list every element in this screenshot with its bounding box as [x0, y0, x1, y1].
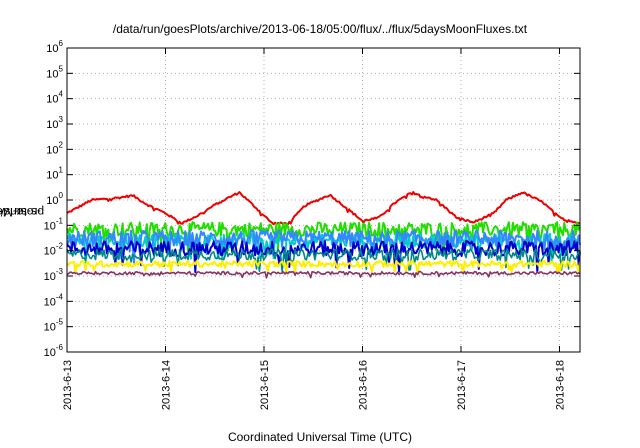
y-tick-label: 100 — [46, 191, 63, 207]
y-tick-label: 101 — [46, 166, 63, 182]
y-axis-label-unit: -s-sr-MeV — [0, 205, 41, 220]
x-tick-label: 2013-6-13 — [62, 360, 74, 410]
series-line-light_blue — [66, 229, 581, 265]
y-tick-label: 10-1 — [44, 216, 64, 232]
series-line-green — [66, 221, 581, 253]
y-tick-label: 103 — [46, 115, 63, 131]
y-tick-label: 104 — [46, 90, 63, 106]
x-axis-label: Coordinated Universal Time (UTC) — [227, 430, 413, 444]
y-tick-label: 10-5 — [44, 318, 64, 334]
x-tick-label: 2013-6-15 — [259, 360, 271, 410]
series-line-yellow — [66, 259, 581, 275]
y-tick-label: 106 — [46, 39, 63, 55]
grid-lines — [67, 48, 580, 352]
series-lines — [66, 191, 581, 279]
y-tick-label: 10-3 — [44, 267, 64, 283]
y-tick-label: 10-4 — [44, 292, 64, 308]
series-line-teal — [66, 248, 581, 273]
y-tick-labels: 106 105 104 103 102 101 100 10-1 10-2 10-3 10-4 10-… — [44, 39, 64, 359]
x-tick-label: 2013-6-17 — [456, 360, 468, 410]
x-tick-label: 2013-6-16 — [357, 360, 369, 410]
axis-ticks — [66, 47, 580, 353]
x-tick-labels: 2013-6-13 2013-6-14 2013-6-15 2013-6-16 2013… — [62, 360, 566, 410]
chart-title: /data/run/goesPlots/archive/2013-06-18/0… — [112, 22, 528, 36]
y-tick-label: 105 — [46, 64, 63, 80]
y-tick-label: 102 — [46, 140, 63, 156]
series-line-red — [66, 191, 581, 226]
series-line-purple — [66, 270, 581, 279]
y-tick-label: 10-2 — [44, 242, 64, 258]
x-tick-label: 2013-6-18 — [554, 360, 566, 410]
x-tick-label: 2013-6-14 — [160, 360, 172, 410]
y-tick-label: 10-6 — [44, 343, 64, 359]
